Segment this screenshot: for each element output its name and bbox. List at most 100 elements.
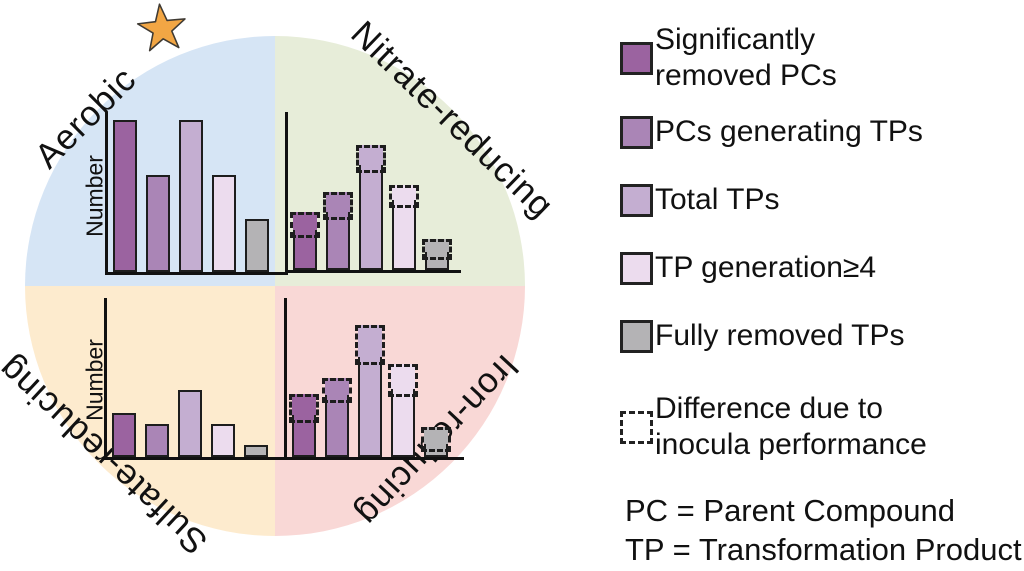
- bar-solid-outline-total-tps: [359, 165, 383, 270]
- bar-pcs-generating-tps: [323, 192, 353, 270]
- bar-solid-outline-total-tps: [178, 390, 202, 457]
- y-axis-label-aerobic: Number: [81, 155, 108, 237]
- bar-fully-removed-tps: [421, 427, 451, 457]
- bar-fill-fully-removed-tps: [245, 219, 269, 272]
- bar-fill-total-tps: [359, 145, 383, 270]
- bar-dashed-inocula-difference-significantly-removed-pcs: [290, 212, 320, 238]
- bar-solid-outline-fully-removed-tps: [245, 219, 269, 272]
- bar-solid-outline-tp-generation-ge-4: [391, 389, 415, 457]
- bar-solid-outline-tp-generation-ge-4: [211, 424, 235, 457]
- bar-total-tps: [356, 145, 386, 270]
- legend-item-significantly-removed-pcs: Significantly removed PCs: [620, 20, 910, 96]
- bar-dashed-inocula-difference-fully-removed-tps: [421, 427, 451, 452]
- bar-significantly-removed-pcs: [289, 394, 319, 457]
- star-shape: [136, 3, 186, 52]
- bar-fill-total-tps: [179, 120, 203, 272]
- bar-solid-outline-significantly-removed-pcs: [293, 230, 317, 270]
- star-icon: [136, 3, 186, 52]
- bar-significantly-removed-pcs: [290, 212, 320, 270]
- bar-pcs-generating-tps: [145, 424, 169, 457]
- legend-label-pcs-generating-tps: PCs generating TPs: [655, 115, 923, 148]
- legend: Significantly removed PCs PCs generating…: [620, 0, 1024, 571]
- legend-item-total-tps: Total TPs: [620, 178, 780, 222]
- bar-solid-outline-fully-removed-tps: [425, 252, 449, 270]
- legend-swatch-fully-removed-tps: [620, 319, 653, 353]
- definition-tp: TP = Transformation Product: [625, 532, 1022, 567]
- y-axis-label-sulfate: Number: [81, 339, 108, 421]
- bar-dashed-inocula-difference-total-tps: [355, 325, 385, 365]
- bar-solid-outline-significantly-removed-pcs: [113, 120, 137, 272]
- bar-chart-sulfate-reducing: [104, 298, 288, 460]
- legend-swatch-tp-generation-ge-4: [620, 251, 653, 285]
- legend-swatch-significantly-removed-pcs: [620, 41, 653, 75]
- bar-fill-tp-generation-ge-4: [211, 424, 235, 457]
- bar-total-tps: [178, 390, 202, 457]
- bar-fill-total-tps: [178, 390, 202, 457]
- legend-label-significantly-removed-pcs: Significantly removed PCs: [655, 23, 837, 92]
- bar-fill-significantly-removed-pcs: [292, 394, 316, 457]
- bar-dashed-inocula-difference-pcs-generating-tps: [323, 192, 353, 220]
- legend-swatch-dashed-inocula-difference: [620, 410, 653, 444]
- bar-solid-outline-total-tps: [358, 357, 382, 457]
- legend-item-inocula-difference: Difference due to inocula performance: [620, 388, 970, 466]
- quadrant-bg-sulfate: [25, 286, 275, 536]
- bar-fill-tp-generation-ge-4: [391, 364, 415, 457]
- legend-item-pcs-generating-tps: PCs generating TPs: [620, 110, 923, 154]
- bar-tp-generation-ge-4: [388, 364, 418, 457]
- bar-fill-significantly-removed-pcs: [112, 413, 136, 457]
- bar-solid-outline-pcs-generating-tps: [325, 395, 349, 457]
- legend-label-total-tps: Total TPs: [655, 183, 780, 216]
- quadrant-circle: [25, 36, 525, 536]
- legend-item-fully-removed-tps: Fully removed TPs: [620, 314, 905, 358]
- bar-fill-fully-removed-tps: [424, 427, 448, 457]
- legend-label-fully-removed-tps: Fully removed TPs: [655, 319, 905, 352]
- bar-fill-fully-removed-tps: [425, 239, 449, 270]
- bar-fill-pcs-generating-tps: [146, 175, 170, 272]
- bar-fill-pcs-generating-tps: [325, 378, 349, 457]
- bar-solid-outline-pcs-generating-tps: [146, 175, 170, 272]
- legend-label-tp-generation-ge-4: TP generation≥4: [655, 251, 877, 284]
- bar-tp-generation-ge-4: [212, 175, 236, 272]
- bar-chart-nitrate-reducing: [285, 112, 461, 273]
- bar-solid-outline-pcs-generating-tps: [326, 212, 350, 270]
- bar-significantly-removed-pcs: [113, 120, 137, 272]
- bar-fill-tp-generation-ge-4: [392, 185, 416, 270]
- bar-solid-outline-pcs-generating-tps: [145, 424, 169, 457]
- bar-chart-aerobic: [105, 112, 288, 275]
- bar-fill-tp-generation-ge-4: [212, 175, 236, 272]
- bar-pcs-generating-tps: [146, 175, 170, 272]
- bar-fill-fully-removed-tps: [244, 445, 268, 457]
- bar-fill-significantly-removed-pcs: [113, 120, 137, 272]
- legend-item-tp-generation-ge-4: TP generation≥4: [620, 246, 876, 290]
- bar-dashed-inocula-difference-tp-generation-ge-4: [389, 185, 419, 208]
- bar-solid-outline-fully-removed-tps: [244, 445, 268, 457]
- bar-fill-pcs-generating-tps: [145, 424, 169, 457]
- bar-solid-outline-tp-generation-ge-4: [212, 175, 236, 272]
- bar-pcs-generating-tps: [322, 378, 352, 457]
- definition-pc: PC = Parent Compound: [625, 493, 955, 528]
- bar-solid-outline-significantly-removed-pcs: [292, 415, 316, 457]
- legend-swatch-total-tps: [620, 183, 653, 217]
- bar-significantly-removed-pcs: [112, 413, 136, 457]
- bar-fully-removed-tps: [422, 239, 452, 270]
- bar-dashed-inocula-difference-significantly-removed-pcs: [289, 394, 319, 423]
- bar-dashed-inocula-difference-tp-generation-ge-4: [388, 364, 418, 397]
- bar-fill-pcs-generating-tps: [326, 192, 350, 270]
- bar-dashed-inocula-difference-pcs-generating-tps: [322, 378, 352, 403]
- bar-tp-generation-ge-4: [211, 424, 235, 457]
- bar-solid-outline-tp-generation-ge-4: [392, 200, 416, 270]
- bar-total-tps: [355, 325, 385, 457]
- legend-label-inocula-difference: Difference due to inocula performance: [655, 392, 927, 461]
- bar-fully-removed-tps: [245, 219, 269, 272]
- bar-fully-removed-tps: [244, 445, 268, 457]
- bar-solid-outline-total-tps: [179, 120, 203, 272]
- bar-tp-generation-ge-4: [389, 185, 419, 270]
- legend-swatch-pcs-generating-tps: [620, 115, 653, 149]
- bar-fill-total-tps: [358, 325, 382, 457]
- bar-total-tps: [179, 120, 203, 272]
- bar-fill-significantly-removed-pcs: [293, 212, 317, 270]
- bar-dashed-inocula-difference-total-tps: [356, 145, 386, 173]
- bar-dashed-inocula-difference-fully-removed-tps: [422, 239, 452, 260]
- bar-chart-iron-reducing: [284, 298, 464, 460]
